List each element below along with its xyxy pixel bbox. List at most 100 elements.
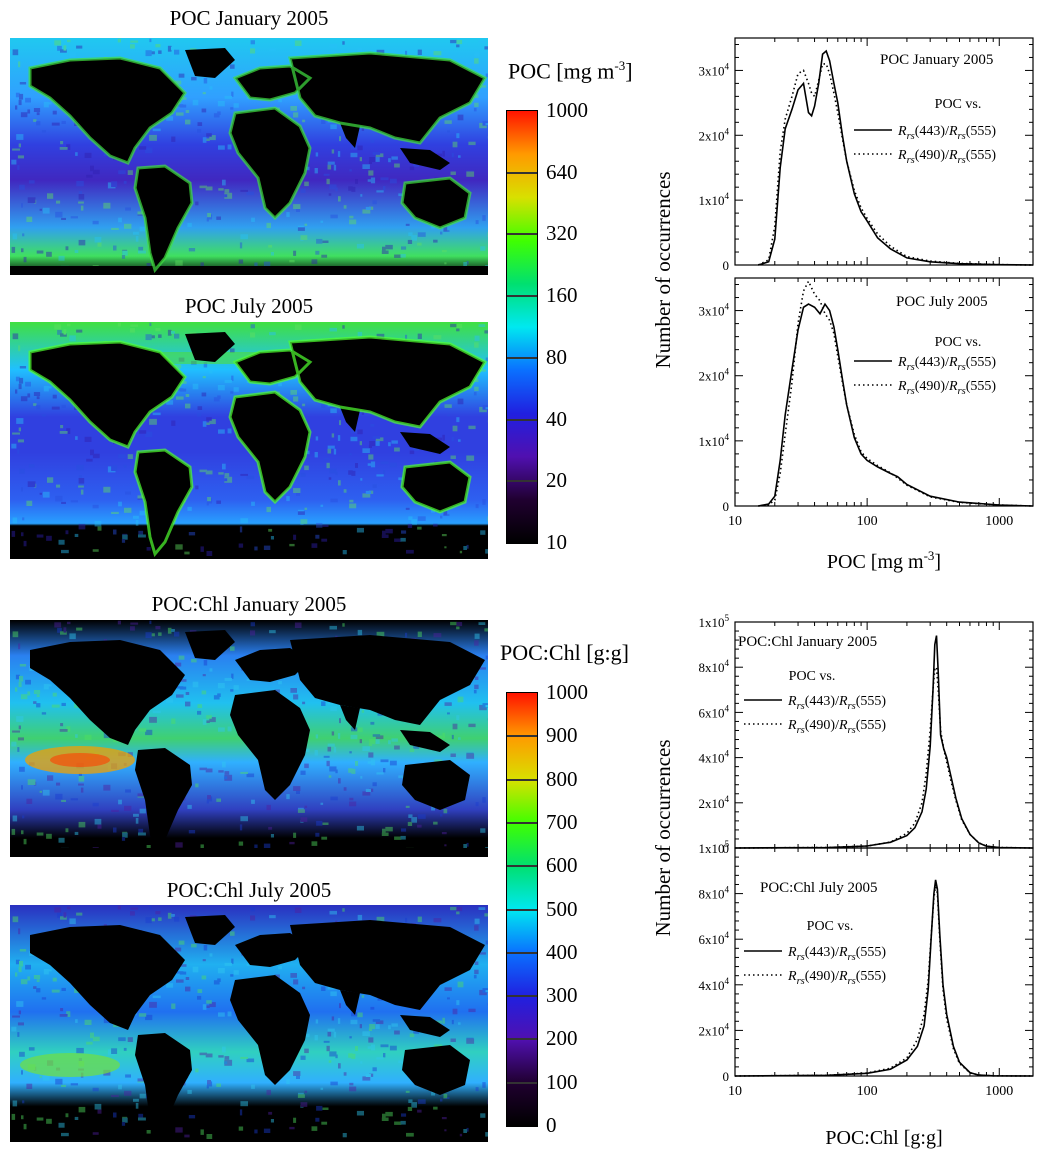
y-tick-label: 0 [723,499,730,514]
plot-frame [734,847,1034,1077]
map-title-poc-jul: POC July 2005 [184,294,314,318]
colorbar-tick-line [507,480,537,483]
legend-header: POC vs. [935,335,982,350]
colorbar-tick-label: 900 [546,723,578,748]
legend-header: POC vs. [935,97,982,112]
y-tick-label: 0 [723,841,730,856]
legend-label: Rrs(443)/Rrs(555) [897,124,996,142]
colorbar-tick-label: 160 [546,283,578,308]
y-tick-label: 1x105 [698,613,729,630]
y-tick-label: 1x104 [698,432,729,449]
legend-label: Rrs(490)/Rrs(555) [787,718,886,736]
map-pocchl-jan [10,620,488,857]
series-line-490 [757,63,1034,266]
colorbar-title-poc: POC [mg m-3] [508,58,633,84]
colorbar-tick-label: 640 [546,159,578,184]
panel-title: POC:Chl January 2005 [738,634,877,650]
panel-title: POC:Chl July 2005 [760,880,878,896]
panel-title: POC January 2005 [880,52,993,68]
histogram-poc: 0 1x104 2x104 3x104 POC January 2005 POC vs. R… [651,37,1034,573]
colorbar-tick-line [507,295,537,298]
plot-frame [734,621,1034,849]
series-line-443 [734,879,1034,1077]
colorbar-tick-label: 320 [546,221,578,246]
map-poc-jul [10,322,488,559]
y-tick-label: 0 [723,258,730,273]
series-line-443 [758,302,1034,507]
map-poc-jan [10,38,488,275]
y-tick-label: 4x104 [698,749,729,766]
y-tick-label: 1x105 [698,839,729,856]
colorbar-poc [506,110,538,544]
panel-title: POC July 2005 [896,294,988,310]
legend-label: Rrs(443)/Rrs(555) [787,694,886,712]
colorbar-tick-label: 40 [546,406,567,431]
x-tick-label: 100 [857,1084,878,1099]
colorbar-tick-label: 10 [546,530,567,554]
x-axis-label: POC [mg m-3] [827,548,941,573]
colorbar-tick-label: 400 [546,939,578,964]
colorbar-tick-label: 1000 [546,98,588,122]
series-line-443 [734,635,1034,849]
legend-label: Rrs(490)/Rrs(555) [897,379,996,397]
series-line-490 [734,884,1034,1077]
y-tick-label: 1x104 [698,191,729,208]
y-tick-label: 2x104 [698,794,729,811]
y-axis-label: Number of occurrences [651,171,675,368]
y-tick-label: 8x104 [698,658,729,675]
y-tick-label: 2x104 [698,126,729,143]
y-tick-label: 4x104 [698,976,729,993]
legend-label: Rrs(490)/Rrs(555) [787,969,886,987]
plot-frame [734,277,1034,507]
colorbar-tick-line [507,1038,537,1041]
legend-header: POC vs. [789,669,836,684]
colorbar-tick-line [507,995,537,998]
y-tick-label: 2x104 [698,1021,729,1038]
y-tick-label: 8x104 [698,885,729,902]
colorbar-tick-label: 700 [546,809,578,834]
colorbar-tick-line [507,356,537,359]
map-title-poc-jan: POC January 2005 [169,6,329,30]
x-tick-label: 100 [857,514,878,529]
colorbar-tick-line [507,865,537,868]
y-tick-label: 6x104 [698,930,729,947]
colorbar-tick-label: 20 [546,468,567,493]
x-tick-label: 10 [728,1084,742,1099]
colorbar-tick-line [507,171,537,174]
colorbar-tick-line [507,778,537,781]
x-tick-label: 1000 [985,1084,1013,1099]
legend-label: Rrs(443)/Rrs(555) [787,945,886,963]
legend-label: Rrs(443)/Rrs(555) [897,355,996,373]
series-line-490 [734,664,1034,849]
colorbar-title-pocchl: POC:Chl [g:g] [500,640,629,665]
colorbar-tick-label: 1000 [546,680,588,704]
colorbar-tick-line [507,1081,537,1084]
series-line-443 [758,49,1034,266]
y-tick-label: 2x104 [698,367,729,384]
colorbar-tick-label: 80 [546,344,567,369]
colorbar-tick-label: 600 [546,853,578,878]
map-title-pocchl-jan: POC:Chl January 2005 [151,592,347,616]
histogram-pocchl: 0 2x104 4x104 6x104 8x104 1x105 POC:Chl Januar… [651,613,1034,1149]
colorbar-tick-line [507,908,537,911]
colorbar-tick-label: 800 [546,766,578,791]
y-axis-label: Number of occurrences [651,739,675,936]
y-tick-label: 3x104 [698,302,729,319]
map-title-pocchl-jul: POC:Chl July 2005 [166,878,332,902]
colorbar-tick-label: 0 [546,1113,557,1137]
colorbar-tick-label: 500 [546,896,578,921]
plot-frame [734,37,1034,266]
y-tick-label: 6x104 [698,703,729,720]
colorbar-tick-line [507,418,537,421]
y-tick-label: 3x104 [698,61,729,78]
map-pocchl-jul [10,905,488,1142]
x-axis-label: POC:Chl [g:g] [825,1127,942,1149]
colorbar-tick-label: 300 [546,983,578,1008]
legend-label: Rrs(490)/Rrs(555) [897,148,996,166]
colorbar-tick-line [507,951,537,954]
y-tick-label: 0 [723,1069,730,1084]
colorbar-tick-line [507,233,537,236]
colorbar-tick-label: 200 [546,1026,578,1051]
x-tick-label: 1000 [985,514,1013,529]
x-tick-label: 10 [728,514,742,529]
